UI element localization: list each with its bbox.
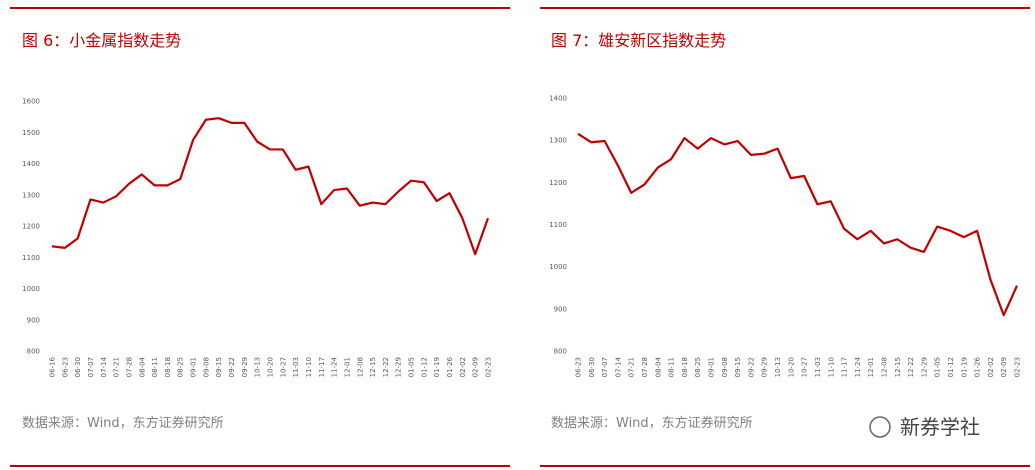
x-tick-label: 08-11 xyxy=(668,357,676,377)
x-tick-label: 11-10 xyxy=(305,357,313,377)
y-tick-label: 900 xyxy=(27,316,40,324)
watermark: 新券学社 xyxy=(900,415,980,439)
chart-title: 图 7：雄安新区指数走势 xyxy=(551,31,726,50)
watermark-icon xyxy=(869,416,891,438)
x-tick-label: 06-30 xyxy=(588,357,596,377)
y-tick-label: 1000 xyxy=(549,263,567,271)
y-tick-label: 1300 xyxy=(549,137,567,145)
x-tick-label: 10-27 xyxy=(279,357,287,377)
x-tick-label: 01-19 xyxy=(960,357,968,377)
y-tick-label: 800 xyxy=(27,348,40,356)
x-tick-label: 09-15 xyxy=(734,357,742,377)
x-tick-label: 02-09 xyxy=(1000,357,1008,377)
x-tick-label: 12-22 xyxy=(382,357,390,377)
x-tick-label: 12-29 xyxy=(395,357,403,377)
x-tick-label: 08-11 xyxy=(151,357,159,377)
x-tick-label: 09-01 xyxy=(190,357,198,377)
x-tick-label: 12-01 xyxy=(867,357,875,377)
x-tick-label: 11-24 xyxy=(854,356,862,377)
x-tick-label: 07-07 xyxy=(601,357,609,377)
x-tick-label: 01-12 xyxy=(420,357,428,377)
x-tick-label: 12-29 xyxy=(920,357,928,377)
x-tick-label: 09-15 xyxy=(215,357,223,377)
data-line xyxy=(577,132,1019,317)
x-tick-label: 01-26 xyxy=(446,356,454,377)
y-tick-label: 800 xyxy=(554,348,567,356)
x-tick-label: 10-27 xyxy=(801,357,809,377)
x-tick-label: 02-09 xyxy=(472,357,480,377)
y-tick-label: 1200 xyxy=(22,223,40,231)
x-tick-label: 07-28 xyxy=(125,357,133,377)
x-tick-label: 07-14 xyxy=(614,356,622,377)
x-tick-label: 07-21 xyxy=(113,357,121,377)
x-tick-label: 11-17 xyxy=(841,357,849,377)
y-tick-label: 1100 xyxy=(549,221,567,229)
x-tick-label: 09-29 xyxy=(241,357,249,377)
x-tick-label: 10-13 xyxy=(254,357,262,377)
chart-title: 图 6：小金属指数走势 xyxy=(22,31,181,50)
x-tick-label: 06-23 xyxy=(61,357,69,377)
x-tick-label: 08-04 xyxy=(654,356,662,377)
x-tick-label: 12-15 xyxy=(894,357,902,377)
source-note: 数据来源：Wind，东方证券研究所 xyxy=(551,415,753,431)
x-tick-label: 12-22 xyxy=(907,357,915,377)
y-tick-label: 1500 xyxy=(22,129,40,137)
x-tick-label: 02-02 xyxy=(987,357,995,377)
x-tick-label: 01-19 xyxy=(433,357,441,377)
y-tick-label: 1400 xyxy=(22,160,40,168)
x-tick-label: 06-16 xyxy=(49,356,57,377)
x-tick-label: 09-29 xyxy=(761,357,769,377)
x-tick-label: 11-10 xyxy=(827,357,835,377)
y-tick-label: 1100 xyxy=(22,254,40,262)
x-tick-label: 08-25 xyxy=(177,357,185,377)
x-tick-label: 08-25 xyxy=(694,357,702,377)
x-tick-label: 09-22 xyxy=(747,357,755,377)
x-tick-label: 09-08 xyxy=(202,357,210,377)
x-tick-label: 09-08 xyxy=(721,357,729,377)
x-tick-label: 08-18 xyxy=(164,357,172,377)
x-tick-label: 09-01 xyxy=(708,357,716,377)
x-tick-label: 11-03 xyxy=(814,357,822,377)
x-tick-label: 10-20 xyxy=(787,357,795,377)
x-tick-label: 07-07 xyxy=(87,357,95,377)
x-tick-label: 01-05 xyxy=(934,357,942,377)
x-tick-label: 12-01 xyxy=(343,357,351,377)
x-tick-label: 09-22 xyxy=(228,357,236,377)
x-tick-label: 12-15 xyxy=(369,357,377,377)
y-tick-label: 1300 xyxy=(22,191,40,199)
x-tick-label: 01-26 xyxy=(974,356,982,377)
y-tick-label: 1200 xyxy=(549,179,567,187)
x-tick-label: 01-12 xyxy=(947,357,955,377)
x-tick-label: 07-28 xyxy=(641,357,649,377)
x-tick-label: 07-14 xyxy=(100,356,108,377)
x-tick-label: 10-20 xyxy=(267,357,275,377)
x-tick-label: 06-23 xyxy=(575,357,583,377)
x-tick-label: 10-13 xyxy=(774,357,782,377)
y-tick-label: 900 xyxy=(554,305,567,313)
x-tick-label: 11-17 xyxy=(318,357,326,377)
x-tick-label: 02-02 xyxy=(459,357,467,377)
x-tick-label: 12-08 xyxy=(880,357,888,377)
y-tick-label: 1400 xyxy=(549,95,567,103)
x-tick-label: 02-23 xyxy=(485,357,493,377)
x-tick-label: 07-21 xyxy=(628,357,636,377)
x-tick-label: 12-08 xyxy=(356,357,364,377)
x-tick-label: 11-03 xyxy=(292,357,300,377)
source-note: 数据来源：Wind，东方证券研究所 xyxy=(22,415,224,431)
y-tick-label: 1600 xyxy=(22,98,40,106)
x-tick-label: 02-23 xyxy=(1014,357,1022,377)
x-tick-label: 06-30 xyxy=(74,357,82,377)
x-tick-label: 11-24 xyxy=(331,356,339,377)
x-tick-label: 08-04 xyxy=(138,356,146,377)
x-tick-label: 08-18 xyxy=(681,357,689,377)
y-tick-label: 1000 xyxy=(22,285,40,293)
x-tick-label: 01-05 xyxy=(408,357,416,377)
data-line xyxy=(51,117,490,256)
